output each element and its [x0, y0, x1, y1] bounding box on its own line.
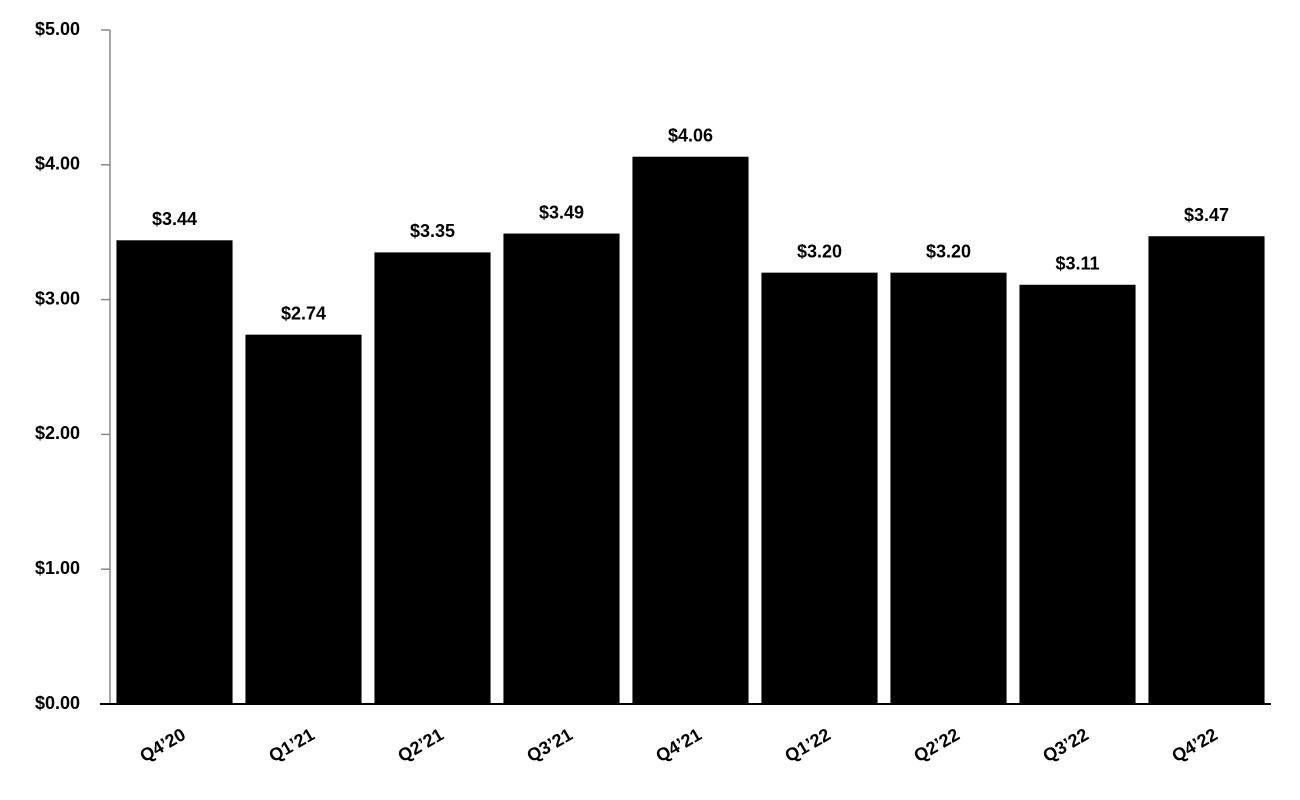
bar: [374, 252, 491, 705]
value-label: $3.49: [539, 202, 584, 222]
x-tick-label: Q3’21: [523, 724, 575, 766]
bar: [1148, 236, 1265, 704]
y-tick-label: $0.00: [35, 693, 80, 713]
value-label: $3.35: [410, 221, 455, 241]
y-tick-label: $4.00: [35, 154, 80, 174]
bar: [1019, 284, 1136, 704]
value-label: $3.20: [926, 241, 971, 261]
bar: [245, 334, 362, 704]
x-tick-label: Q4’21: [652, 724, 704, 766]
y-tick-label: $2.00: [35, 423, 80, 443]
value-label: $3.20: [797, 241, 842, 261]
x-tick-label: Q2’22: [910, 724, 962, 766]
bar: [632, 156, 749, 704]
x-tick-label: Q1’21: [265, 724, 317, 766]
value-label: $3.47: [1184, 205, 1229, 225]
x-tick-label: Q1’22: [781, 724, 833, 766]
x-tick-label: Q3’22: [1039, 724, 1091, 766]
x-tick-label: Q2’21: [394, 724, 446, 766]
y-tick-label: $5.00: [35, 19, 80, 39]
bar: [503, 233, 620, 704]
y-tick-label: $3.00: [35, 288, 80, 308]
x-tick-label: Q4’20: [136, 724, 188, 766]
x-tick-label: Q4’22: [1168, 724, 1220, 766]
value-label: $3.44: [152, 209, 197, 229]
value-label: $4.06: [668, 125, 713, 145]
bar: [890, 272, 1007, 704]
y-tick-label: $1.00: [35, 558, 80, 578]
bar: [761, 272, 878, 704]
bar: [116, 240, 233, 704]
value-label: $2.74: [281, 303, 326, 323]
value-label: $3.11: [1055, 254, 1099, 274]
